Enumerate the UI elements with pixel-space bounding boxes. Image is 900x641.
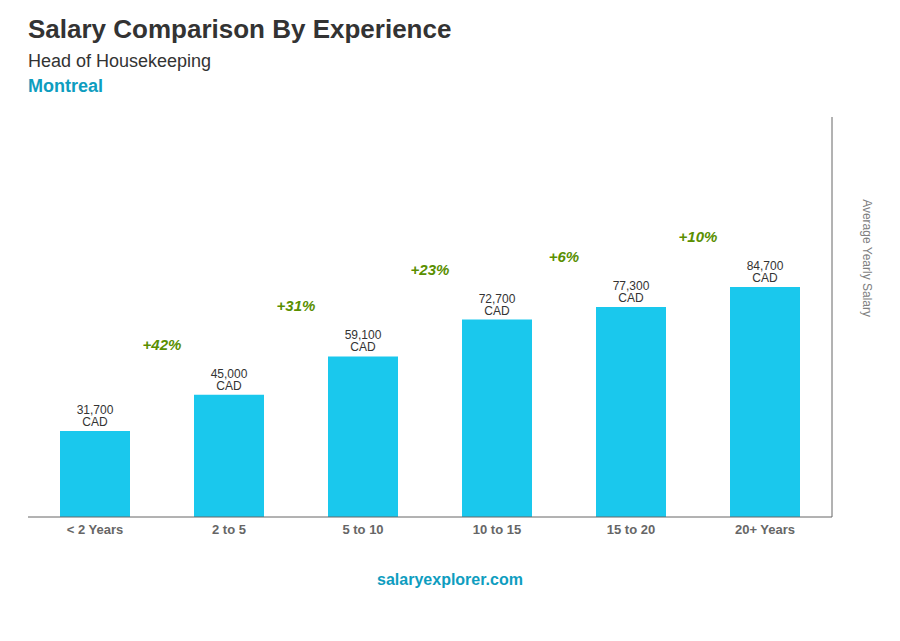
svg-text:< 2 Years: < 2 Years (67, 522, 124, 537)
svg-text:10 to 15: 10 to 15 (473, 522, 521, 537)
svg-text:Average Yearly Salary: Average Yearly Salary (860, 199, 874, 317)
html-text:Montreal: Montreal (28, 76, 103, 96)
svg-text:20+ Years: 20+ Years (735, 522, 795, 537)
svg-text:+42%: +42% (143, 336, 182, 353)
svg-text:+6%: +6% (549, 248, 579, 265)
html-text:Salary Comparison By Experienc: Salary Comparison By Experience (28, 14, 452, 44)
svg-text:2 to 5: 2 to 5 (212, 522, 246, 537)
svg-text:45,000CAD: 45,000CAD (211, 367, 248, 393)
svg-text:+23%: +23% (411, 261, 450, 278)
svg-text:5 to 10: 5 to 10 (342, 522, 383, 537)
html-text:Head of Housekeeping: Head of Housekeeping (28, 51, 212, 71)
svg-text:77,300CAD: 77,300CAD (613, 279, 650, 305)
svg-text:84,700CAD: 84,700CAD (747, 259, 784, 285)
svg-text:15 to 20: 15 to 20 (607, 522, 655, 537)
svg-text:+10%: +10% (679, 228, 718, 245)
html-text:salaryexplorer.com: salaryexplorer.com (377, 571, 523, 588)
svg-text:+31%: +31% (277, 297, 316, 314)
svg-text:72,700CAD: 72,700CAD (479, 292, 516, 318)
svg-text:59,100CAD: 59,100CAD (345, 328, 382, 354)
svg-text:31,700CAD: 31,700CAD (77, 403, 114, 429)
